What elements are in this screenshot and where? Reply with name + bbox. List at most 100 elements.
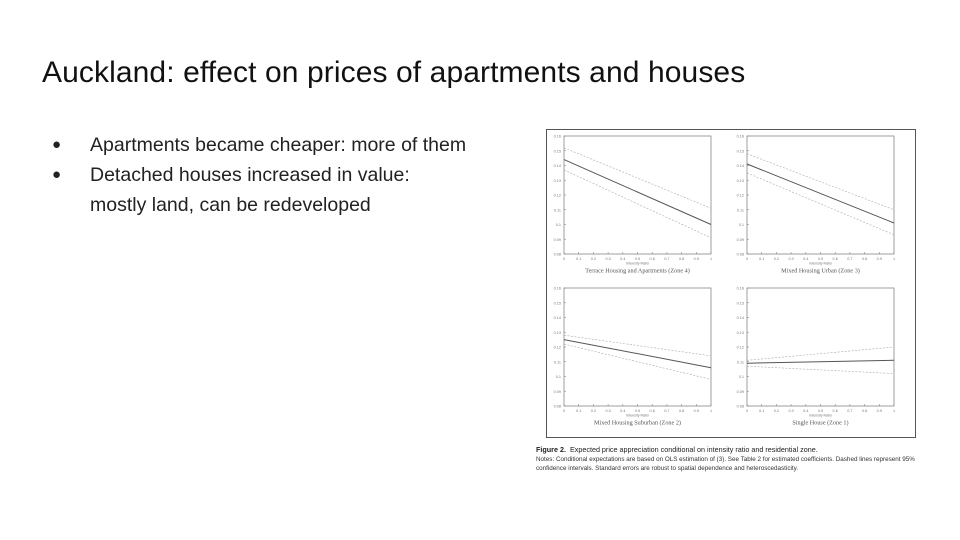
x-tick-label: 0.3 (605, 257, 610, 261)
x-tick-label: 0.7 (664, 409, 669, 413)
x-tick-label: 0.6 (650, 257, 655, 261)
x-tick-label: 0.4 (620, 409, 625, 413)
x-tick-label: 0.3 (788, 409, 793, 413)
x-tick-label: 0.4 (803, 409, 808, 413)
y-tick-label: 0.12 (737, 346, 744, 350)
chart-subtitle: Mixed Housing Urban (Zone 3) (781, 268, 860, 275)
y-tick-label: 0.16 (554, 287, 561, 291)
bullet-list: ● Apartments became cheaper: more of the… (52, 130, 532, 220)
x-tick-label: 0.6 (833, 257, 838, 261)
x-tick-label: 0.9 (877, 409, 882, 413)
bullet-dot-icon: ● (52, 166, 62, 183)
x-tick-label: 1 (710, 409, 712, 413)
chart-subtitle: Single House (Zone 1) (792, 420, 848, 427)
y-tick-label: 0.16 (737, 287, 744, 291)
y-tick-label: 0.12 (554, 346, 561, 350)
x-tick-label: 0.7 (664, 257, 669, 261)
y-tick-label: 0.08 (737, 253, 744, 257)
x-axis-label: Intensity Ratio (809, 262, 832, 266)
x-tick-label: 0.8 (679, 257, 684, 261)
x-tick-label: 0.8 (679, 409, 684, 413)
x-axis-label: Intensity Ratio (809, 414, 832, 418)
upper-ci-line (746, 346, 895, 361)
x-tick-label: 0.5 (635, 257, 640, 261)
x-axis-label: Intensity Ratio (626, 414, 649, 418)
x-tick-label: 0.1 (759, 409, 764, 413)
chart-panel: 0.08 0.09 0.1 0.11 0.12 0.13 0.14 0.15 0.16 0 0.1 0… (554, 135, 712, 275)
y-tick-label: 0.1 (739, 375, 744, 379)
y-tick-label: 0.1 (556, 375, 561, 379)
y-tick-label: 0.08 (554, 405, 561, 409)
y-tick-label: 0.1 (739, 223, 744, 227)
y-tick-label: 0.11 (554, 360, 561, 364)
x-axis-label: Intensity Ratio (626, 262, 649, 266)
caption-notes: Notes: Conditional expectations are base… (536, 456, 915, 472)
y-tick-label: 0.15 (554, 149, 561, 153)
x-tick-label: 0.9 (694, 257, 699, 261)
bullet-item-continuation: mostly land, can be redeveloped (52, 190, 532, 220)
y-tick-label: 0.09 (554, 390, 561, 394)
y-tick-label: 0.13 (737, 179, 744, 183)
upper-ci-line (563, 147, 712, 209)
x-tick-label: 0.4 (620, 257, 625, 261)
y-tick-label: 0.09 (737, 238, 744, 242)
upper-ci-line (563, 334, 712, 357)
x-tick-label: 0.9 (877, 257, 882, 261)
x-tick-label: 1 (710, 257, 712, 261)
y-tick-label: 0.14 (737, 316, 744, 320)
bullet-dot-icon: ● (52, 136, 62, 153)
x-tick-label: 0 (563, 257, 565, 261)
bullet-text: mostly land, can be redeveloped (90, 194, 371, 216)
y-tick-label: 0.1 (556, 223, 561, 227)
y-tick-label: 0.14 (554, 316, 561, 320)
x-tick-label: 0.4 (803, 257, 808, 261)
x-tick-label: 1 (893, 257, 895, 261)
y-tick-label: 0.13 (554, 331, 561, 335)
x-tick-label: 0.3 (605, 409, 610, 413)
plot-frame (563, 135, 712, 255)
y-tick-label: 0.11 (737, 208, 744, 212)
x-tick-label: 0.2 (591, 409, 596, 413)
y-tick-label: 0.09 (737, 390, 744, 394)
caption-heading: Figure 2. Expected price appreciation co… (536, 444, 936, 455)
x-tick-label: 0.2 (774, 409, 779, 413)
y-tick-label: 0.11 (554, 208, 561, 212)
x-tick-label: 0.5 (818, 409, 823, 413)
figure-caption: Figure 2. Expected price appreciation co… (536, 444, 936, 473)
x-tick-label: 0.5 (818, 257, 823, 261)
x-tick-label: 1 (893, 409, 895, 413)
x-tick-label: 0.7 (847, 257, 852, 261)
x-tick-label: 0.8 (862, 409, 867, 413)
lower-ci-line (563, 169, 712, 239)
caption-label: Figure 2. (536, 445, 566, 454)
x-tick-label: 0.8 (862, 257, 867, 261)
slide-title: Auckland: effect on prices of apartments… (42, 56, 746, 89)
x-tick-label: 0 (746, 409, 748, 413)
x-tick-label: 0.9 (694, 409, 699, 413)
plot-frame (746, 135, 895, 255)
x-tick-label: 0.2 (774, 257, 779, 261)
x-tick-label: 0.5 (635, 409, 640, 413)
lower-ci-line (563, 343, 712, 380)
y-tick-label: 0.15 (554, 301, 561, 305)
bullet-text: Apartments became cheaper: more of them (90, 134, 467, 156)
y-tick-label: 0.13 (737, 331, 744, 335)
plot-frame (746, 287, 895, 407)
x-tick-label: 0.1 (576, 409, 581, 413)
upper-ci-line (746, 153, 895, 211)
y-tick-label: 0.11 (737, 360, 744, 364)
x-tick-label: 0 (563, 409, 565, 413)
y-tick-label: 0.16 (737, 135, 744, 139)
plot-frame (563, 287, 712, 407)
x-tick-label: 0.1 (576, 257, 581, 261)
estimate-line (563, 339, 712, 369)
bullet-item: ● Detached houses increased in value: (52, 160, 532, 190)
bullet-item: ● Apartments became cheaper: more of the… (52, 130, 532, 160)
chart-panel: 0.08 0.09 0.1 0.11 0.12 0.13 0.14 0.15 0.16 0 0.1 0… (737, 135, 895, 275)
y-tick-label: 0.15 (737, 149, 744, 153)
chart-panel: 0.08 0.09 0.1 0.11 0.12 0.13 0.14 0.15 0.16 0 0.1 0… (554, 287, 712, 427)
x-tick-label: 0.1 (759, 257, 764, 261)
estimate-line (563, 159, 712, 225)
y-tick-label: 0.12 (554, 194, 561, 198)
y-tick-label: 0.09 (554, 238, 561, 242)
